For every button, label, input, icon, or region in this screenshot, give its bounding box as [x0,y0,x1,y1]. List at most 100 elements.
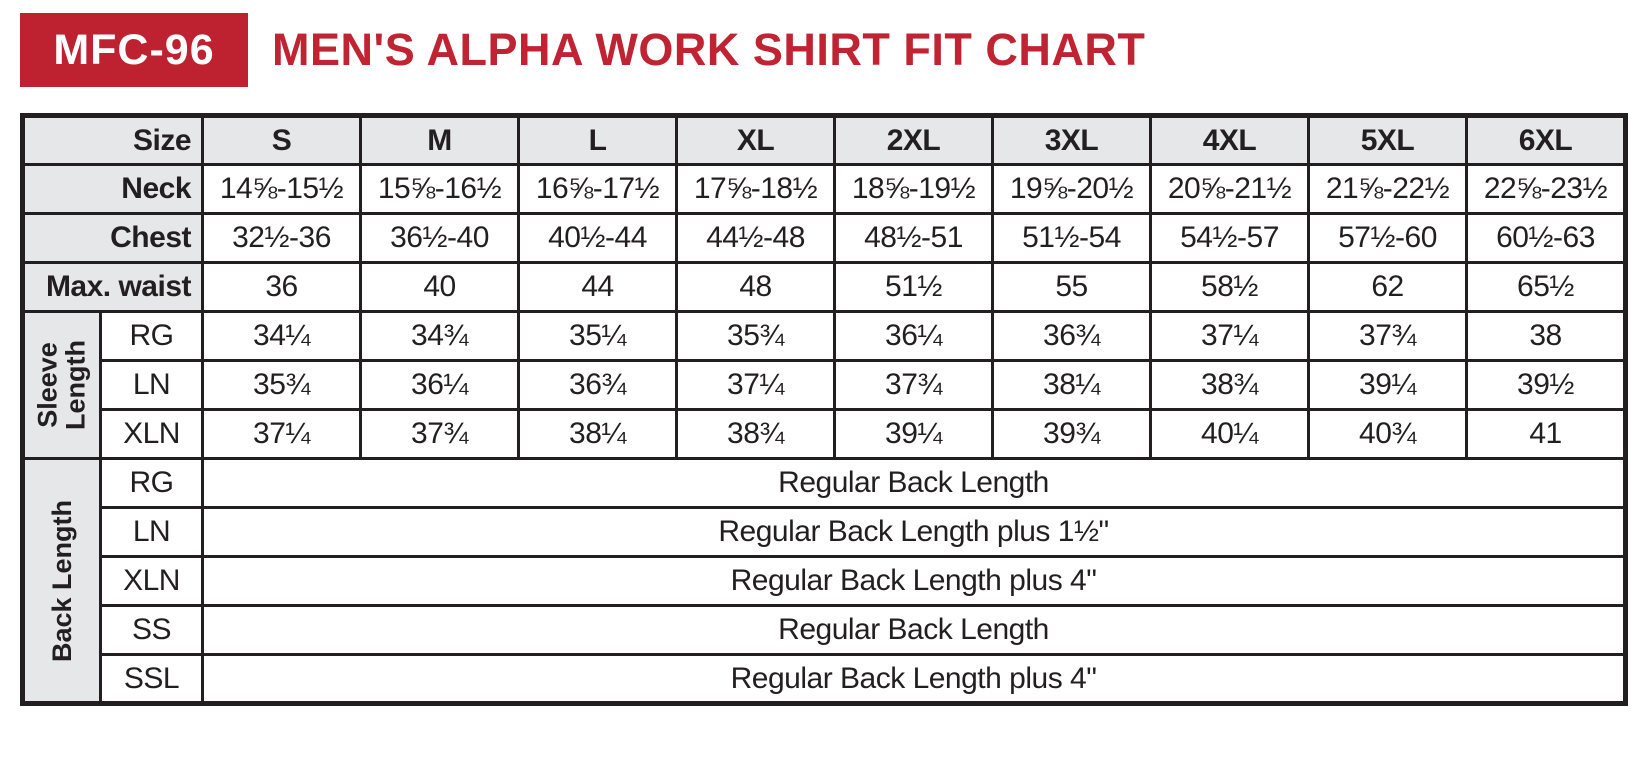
neck-value-cell: 16⅝-17½ [517,163,678,215]
size-header-cell: 4XL [1149,114,1310,166]
sleeve-ln-value-cell: 38¾ [1149,359,1310,411]
sleeve-length-section-label: Sleeve Length [21,310,102,460]
sleeve-xln-code: XLN [99,408,204,460]
sleeve-ln-value-cell: 37¾ [833,359,994,411]
back-ssl-row: SSL Regular Back Length plus 4" [23,653,1627,705]
sleeve-ln-value-cell: 36¾ [517,359,678,411]
max-waist-value-cell: 58½ [1149,261,1310,313]
sleeve-rg-value-cell: 36¾ [991,310,1152,362]
max-waist-value-cell: 44 [517,261,678,313]
chest-row: Chest 32½-36 36½-40 40½-44 44½-48 48½-51… [21,212,1627,264]
chest-value-cell: 44½-48 [675,212,836,264]
max-waist-value-cell: 65½ [1465,261,1627,313]
sleeve-xln-value-cell: 37¾ [359,408,520,460]
sleeve-rg-row: Sleeve Length RG 34¼ 34¾ 35¼ 35¾ 36¼ 36¾… [21,310,1627,460]
back-length-section-label: Back Length [21,457,102,705]
sleeve-rg-value-cell: 34¾ [359,310,520,362]
sleeve-rg-code: RG [99,310,204,362]
chest-value-cell: 57½-60 [1307,212,1468,264]
back-ssl-code: SSL [99,653,204,705]
size-header-cell: 6XL [1465,114,1627,166]
size-header-cell: 2XL [833,114,994,166]
size-header-cell: L [517,114,678,166]
max-waist-value-cell: 51½ [833,261,994,313]
neck-value-cell: 22⅝-23½ [1465,163,1627,215]
sleeve-ln-row: LN 35¾ 36¼ 36¾ 37¼ 37¾ 38¼ 38¾ 39¼ 39½ [23,359,1627,411]
chest-value-cell: 36½-40 [359,212,520,264]
product-code-badge: MFC-96 [20,13,248,87]
size-header-row: Size S M L XL 2XL 3XL 4XL 5XL 6XL [21,114,1627,166]
sleeve-ln-value-cell: 39½ [1465,359,1627,411]
sleeve-rg-value-cell: 36¼ [833,310,994,362]
sleeve-xln-value-cell: 41 [1465,408,1627,460]
back-length-vertical-label: Back Length [46,499,77,662]
max-waist-row: Max. waist 36 40 44 48 51½ 55 58½ 62 65½ [21,261,1627,313]
page-header: MFC-96 MEN'S ALPHA WORK SHIRT FIT CHART [20,13,1145,87]
max-waist-row-label: Max. waist [21,261,204,313]
sleeve-rg-value-cell: 38 [1465,310,1627,362]
neck-row: Neck 14⅝-15½ 15⅝-16½ 16⅝-17½ 17⅝-18½ 18⅝… [21,163,1627,215]
chest-value-cell: 40½-44 [517,212,678,264]
back-rg-code: RG [99,457,204,509]
sleeve-ln-code: LN [99,359,204,411]
chest-value-cell: 48½-51 [833,212,994,264]
back-rg-description: Regular Back Length [201,457,1627,509]
back-ss-code: SS [99,604,204,656]
neck-value-cell: 15⅝-16½ [359,163,520,215]
sleeve-rg-value-cell: 37¼ [1149,310,1310,362]
sleeve-rg-value-cell: 37¾ [1307,310,1468,362]
size-header-cell: 5XL [1307,114,1468,166]
corner-size-label: Size [21,114,204,166]
max-waist-value-cell: 48 [675,261,836,313]
sleeve-rg-value-cell: 35¾ [675,310,836,362]
sleeve-xln-value-cell: 39¼ [833,408,994,460]
fit-chart-table: Size S M L XL 2XL 3XL 4XL 5XL 6XL Neck 1… [20,113,1628,706]
neck-value-cell: 19⅝-20½ [991,163,1152,215]
chest-value-cell: 32½-36 [201,212,362,264]
size-header-cell: M [359,114,520,166]
back-xln-row: XLN Regular Back Length plus 4" [23,555,1627,607]
max-waist-value-cell: 40 [359,261,520,313]
sleeve-xln-value-cell: 38¾ [675,408,836,460]
neck-value-cell: 17⅝-18½ [675,163,836,215]
neck-value-cell: 18⅝-19½ [833,163,994,215]
sleeve-xln-value-cell: 39¾ [991,408,1152,460]
neck-value-cell: 20⅝-21½ [1149,163,1310,215]
back-rg-row: Back Length RG Regular Back Length [21,457,1627,705]
sleeve-rg-value-cell: 34¼ [201,310,362,362]
size-header-cell: S [201,114,362,166]
sleeve-ln-value-cell: 38¼ [991,359,1152,411]
back-ssl-description: Regular Back Length plus 4" [201,653,1627,705]
max-waist-value-cell: 55 [991,261,1152,313]
back-ss-row: SS Regular Back Length [23,604,1627,656]
neck-value-cell: 21⅝-22½ [1307,163,1468,215]
back-ln-description: Regular Back Length plus 1½" [201,506,1627,558]
chest-row-label: Chest [21,212,204,264]
neck-value-cell: 14⅝-15½ [201,163,362,215]
chest-value-cell: 60½-63 [1465,212,1627,264]
back-xln-code: XLN [99,555,204,607]
sleeve-xln-value-cell: 40¾ [1307,408,1468,460]
sleeve-ln-value-cell: 35¾ [201,359,362,411]
chest-value-cell: 54½-57 [1149,212,1310,264]
sleeve-ln-value-cell: 39¼ [1307,359,1468,411]
neck-row-label: Neck [21,163,204,215]
page-title: MEN'S ALPHA WORK SHIRT FIT CHART [272,24,1146,75]
max-waist-value-cell: 62 [1307,261,1468,313]
back-xln-description: Regular Back Length plus 4" [201,555,1627,607]
sleeve-ln-value-cell: 37¼ [675,359,836,411]
back-ln-code: LN [99,506,204,558]
sleeve-xln-value-cell: 37¼ [201,408,362,460]
max-waist-value-cell: 36 [201,261,362,313]
size-header-cell: XL [675,114,836,166]
sleeve-ln-value-cell: 36¼ [359,359,520,411]
sleeve-rg-value-cell: 35¼ [517,310,678,362]
back-ss-description: Regular Back Length [201,604,1627,656]
sleeve-xln-value-cell: 40¼ [1149,408,1310,460]
size-header-cell: 3XL [991,114,1152,166]
sleeve-xln-value-cell: 38¼ [517,408,678,460]
sleeve-xln-row: XLN 37¼ 37¾ 38¼ 38¾ 39¼ 39¾ 40¼ 40¾ 41 [23,408,1627,460]
back-ln-row: LN Regular Back Length plus 1½" [23,506,1627,558]
chest-value-cell: 51½-54 [991,212,1152,264]
